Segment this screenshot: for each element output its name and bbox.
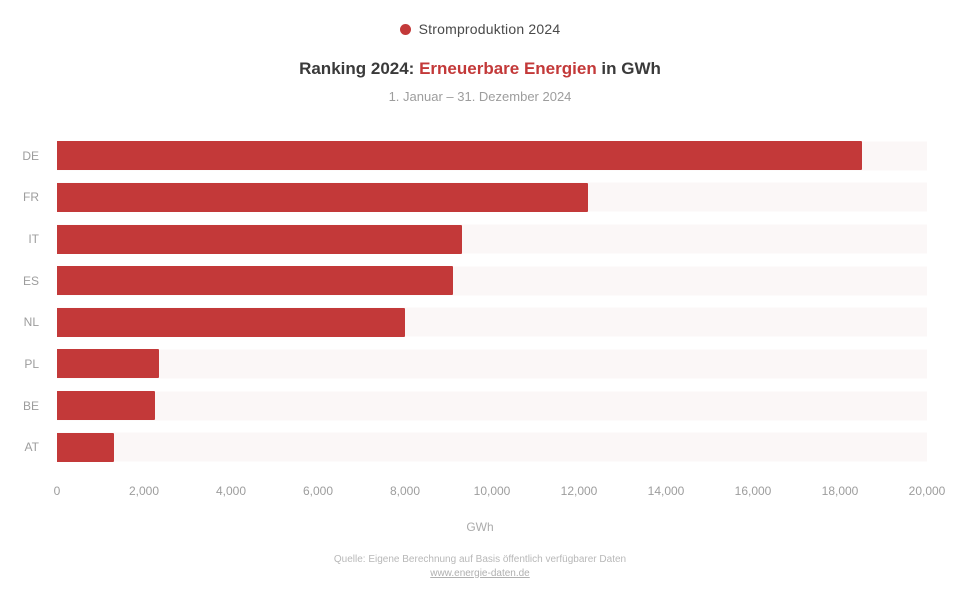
y-axis-label: BE	[22, 398, 39, 413]
bar-BE	[57, 391, 155, 421]
bar-NL	[57, 307, 405, 337]
subtitle-row: 1. Januar – 31. Dezember 2024	[0, 88, 960, 104]
chart-title-post: in GWh	[596, 59, 661, 78]
x-tick-label: 10,000	[473, 484, 511, 498]
footer-source-line: Quelle: Eigene Berechnung auf Basis öffe…	[0, 553, 960, 565]
x-tick-label: 4,000	[215, 484, 247, 498]
x-tick-label: 6,000	[302, 484, 334, 498]
bar-FR	[57, 182, 588, 212]
y-axis-label: ES	[22, 273, 39, 288]
x-tick-label: 16,000	[734, 484, 772, 498]
x-tick-label: 12,000	[560, 484, 598, 498]
bar-row: IT	[28, 218, 927, 260]
bar-row: NL	[24, 302, 927, 344]
legend-swatch-icon	[399, 23, 411, 35]
bar-row: DE	[22, 135, 927, 177]
chart-legend: Stromproduktion 2024	[0, 20, 960, 38]
x-tick-label: 8,000	[389, 484, 421, 498]
x-tick-label: 0	[53, 484, 61, 498]
chart-title: Ranking 2024: Erneuerbare Energien in GW…	[299, 59, 661, 79]
row-stripe	[57, 432, 927, 462]
footer-source-text: Quelle: Eigene Berechnung auf Basis öffe…	[333, 553, 627, 565]
bar-DE	[57, 141, 862, 171]
y-axis-label: DE	[22, 148, 39, 163]
bar-row: BE	[23, 385, 927, 427]
bar-row: PL	[24, 343, 927, 385]
title-row: Ranking 2024: Erneuerbare Energien in GW…	[0, 58, 960, 80]
x-tick-label: 14,000	[647, 484, 685, 498]
y-axis-label: FR	[23, 190, 39, 205]
footer-link[interactable]: www.energie-daten.de	[430, 567, 530, 579]
bar-row: FR	[23, 177, 927, 219]
bar-IT	[57, 224, 462, 254]
bar-PL	[57, 349, 160, 379]
bar-row: AT	[25, 426, 927, 468]
footer-link-line: www.energie-daten.de	[0, 567, 960, 579]
plot-area: DE FR IT ES NL PL BE AT	[22, 135, 927, 468]
x-tick-label: 18,000	[821, 484, 859, 498]
y-axis-label: PL	[24, 356, 39, 371]
x-axis-label-row: GWh	[0, 520, 960, 534]
chart-title-highlight: Erneuerbare Energien	[419, 59, 597, 78]
bar-row: ES	[23, 260, 927, 302]
y-axis-label: IT	[28, 232, 39, 247]
y-axis-label: NL	[23, 315, 39, 330]
bar-AT	[57, 432, 114, 462]
row-stripe	[57, 391, 927, 421]
x-axis-ticks: 0 2,000 4,000 6,000 8,000 10,000 12,000 14,000 1…	[53, 484, 946, 500]
chart-title-pre: Ranking 2024:	[299, 59, 420, 78]
x-tick-label: 2,000	[128, 484, 160, 498]
bar-ES	[57, 266, 453, 296]
chart-subtitle: 1. Januar – 31. Dezember 2024	[388, 88, 572, 104]
x-axis-label: GWh	[466, 520, 494, 534]
x-tick-label: 20,000	[908, 484, 946, 498]
y-axis-label: AT	[24, 440, 39, 455]
legend-label: Stromproduktion 2024	[418, 21, 561, 37]
row-stripe	[57, 349, 927, 379]
